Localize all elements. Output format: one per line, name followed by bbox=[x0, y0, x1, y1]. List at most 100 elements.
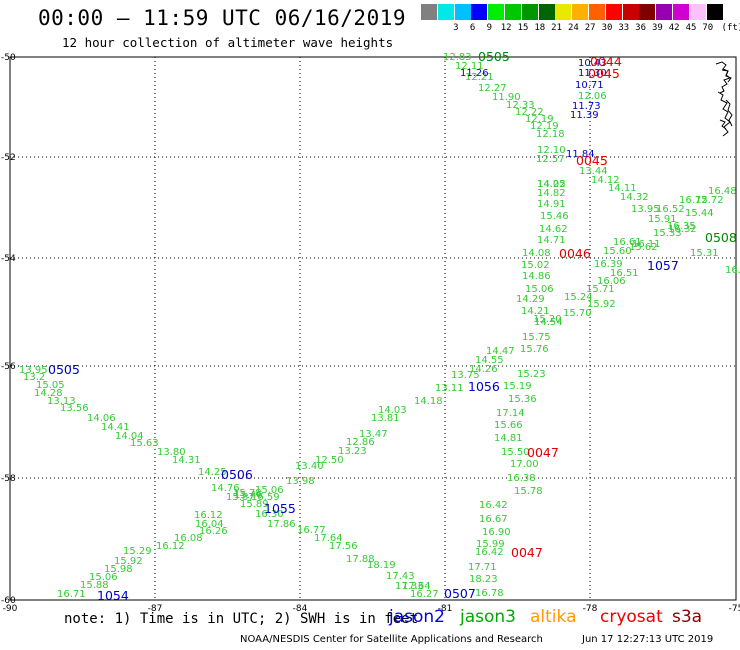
legend-label: 70 bbox=[702, 23, 714, 33]
wave-height-value: 13.47 bbox=[359, 429, 388, 440]
wave-height-value: 17.14 bbox=[496, 408, 525, 419]
legend-swatch bbox=[673, 4, 689, 20]
pass-id-label: 0506 bbox=[221, 467, 253, 482]
credit-text: NOAA/NESDIS Center for Satellite Applica… bbox=[240, 634, 543, 645]
wave-height-value: 14.06 bbox=[87, 413, 116, 424]
wave-height-value: 14.31 bbox=[172, 455, 201, 466]
wave-height-value: 15.06 bbox=[89, 572, 118, 583]
legend-swatch bbox=[656, 4, 673, 20]
wave-height-value: 17.86 bbox=[267, 519, 296, 530]
wave-height-value: 14.29 bbox=[516, 294, 545, 305]
satellite-legend-item: jason2 bbox=[389, 607, 445, 627]
wave-height-value: 15.89 bbox=[240, 499, 269, 510]
wave-height-value: 14.25 bbox=[198, 467, 227, 478]
satellite-legend-item: jason3 bbox=[460, 607, 516, 627]
wave-height-value: 17.88 bbox=[346, 554, 375, 565]
wave-height-value: 14.81 bbox=[494, 433, 523, 444]
wave-height-value: 12.86 bbox=[346, 437, 375, 448]
wave-height-value: 17.64 bbox=[314, 533, 343, 544]
wave-height-value: 15.60 bbox=[603, 246, 632, 257]
wave-height-value: 15.87 bbox=[226, 492, 255, 503]
pass-id-label: 0505 bbox=[478, 49, 510, 64]
wave-height-value: 14.26 bbox=[469, 364, 498, 375]
wave-height-value: 15.78 bbox=[233, 488, 262, 499]
wave-height-value: 14.76 bbox=[211, 483, 240, 494]
wave-height-value: 16.12 bbox=[156, 541, 185, 552]
footer-note: note: 1) Time is in UTC; 2) SWH is in fe… bbox=[64, 611, 419, 627]
pass-id-label: 1056 bbox=[468, 379, 500, 394]
legend-label: 6 bbox=[469, 23, 476, 33]
legend-swatch bbox=[521, 4, 538, 20]
wave-height-value: 16.48 bbox=[708, 186, 737, 197]
pass-id-label: 1055 bbox=[264, 501, 296, 516]
wave-height-value: 14.28 bbox=[34, 388, 63, 399]
wave-height-value: 14.82 bbox=[537, 188, 566, 199]
legend-label: 21 bbox=[551, 23, 563, 33]
wave-height-value: 16.72 bbox=[679, 195, 708, 206]
latitude-tick-label: -56 bbox=[1, 362, 16, 372]
wave-height-value: 13.13 bbox=[47, 396, 76, 407]
wave-height-value: 12.33 bbox=[506, 100, 535, 111]
wave-height-value: 15.05 bbox=[36, 380, 65, 391]
wave-height-value: 15.06 bbox=[255, 485, 284, 496]
pass-id-label: 0045 bbox=[588, 66, 620, 81]
map-title: 00:00 – 11:59 UTC 06/16/2019 bbox=[38, 6, 407, 30]
pass-id-label: 0045 bbox=[576, 153, 608, 168]
wave-height-value: 15.78 bbox=[514, 486, 543, 497]
legend-label: 24 bbox=[567, 23, 579, 33]
wave-height-value: 10.71 bbox=[575, 80, 604, 91]
legend-swatch bbox=[538, 4, 555, 20]
wave-height-value: 12.19 bbox=[525, 114, 554, 125]
wave-height-value: 13.56 bbox=[60, 403, 89, 414]
wave-height-value: 13.81 bbox=[371, 413, 400, 424]
wave-height-value: 11.73 bbox=[572, 101, 601, 112]
coastline-icon bbox=[715, 61, 733, 137]
wave-height-value: 18.23 bbox=[469, 574, 498, 585]
wave-height-value: 15.88 bbox=[80, 580, 109, 591]
legend-swatch bbox=[471, 4, 488, 20]
wave-height-value: 15.71 bbox=[586, 284, 615, 295]
wave-height-value: 13.40 bbox=[295, 461, 324, 472]
satellite-legend-item: cryosat bbox=[600, 607, 663, 627]
latitude-tick-label: -60 bbox=[1, 596, 16, 606]
legend-label: 39 bbox=[651, 23, 663, 33]
legend-swatch bbox=[706, 4, 723, 20]
legend-swatch bbox=[589, 4, 605, 20]
wave-height-value: 15.92 bbox=[587, 299, 616, 310]
wave-height-value: 15.33 bbox=[653, 228, 682, 239]
wave-height-value: 14.04 bbox=[115, 431, 144, 442]
graticule bbox=[10, 57, 736, 600]
wave-height-value: 11.90 bbox=[492, 92, 521, 103]
wave-height-value: 16.27 bbox=[410, 589, 439, 600]
wave-height-value: 15.46 bbox=[234, 490, 263, 501]
legend-label: 15 bbox=[517, 23, 529, 33]
wave-height-value: 15.44 bbox=[685, 208, 714, 219]
satellite-legend-item: s3a bbox=[672, 607, 703, 627]
wave-height-value: 17.43 bbox=[386, 571, 415, 582]
wave-height-value: 15.29 bbox=[123, 546, 152, 557]
wave-height-value: 17.71 bbox=[468, 562, 497, 573]
generated-timestamp: Jun 17 12:27:13 UTC 2019 bbox=[582, 634, 714, 645]
wave-height-value: 15.75 bbox=[522, 332, 551, 343]
pass-id-layer: 0505 004400451057050800450046050510560506… bbox=[48, 49, 737, 603]
legend-label: 45 bbox=[685, 23, 697, 33]
wave-height-value: 14.32 bbox=[620, 192, 649, 203]
wave-height-value: 13.80 bbox=[157, 447, 186, 458]
wave-height-value: 16.11 bbox=[632, 239, 661, 250]
pass-id-label: 1057 bbox=[647, 258, 679, 273]
pass-id-label: 0505 bbox=[48, 362, 80, 377]
wave-height-value: 14.08 bbox=[522, 248, 551, 259]
wave-height-value: 14.03 bbox=[378, 405, 407, 416]
wave-height-value: 12.18 bbox=[536, 129, 565, 140]
satellite-legend-item: altika bbox=[530, 607, 577, 627]
wave-height-value: 13.44 bbox=[579, 166, 608, 177]
pass-id-label: 0507 bbox=[444, 586, 476, 601]
longitude-tick-label: -75 bbox=[729, 604, 740, 614]
wave-height-value: 14.18 bbox=[414, 396, 443, 407]
wave-height-value: 15.06 bbox=[525, 284, 554, 295]
wave-height-value: 13.75 bbox=[451, 370, 480, 381]
legend-swatch bbox=[454, 4, 471, 20]
pass-id-label: 1054 bbox=[97, 588, 129, 603]
axis-ticks: -90 -87 -84 -81 -78 -75 -50 -52 -54 -56 -58 -60 bbox=[1, 53, 740, 614]
